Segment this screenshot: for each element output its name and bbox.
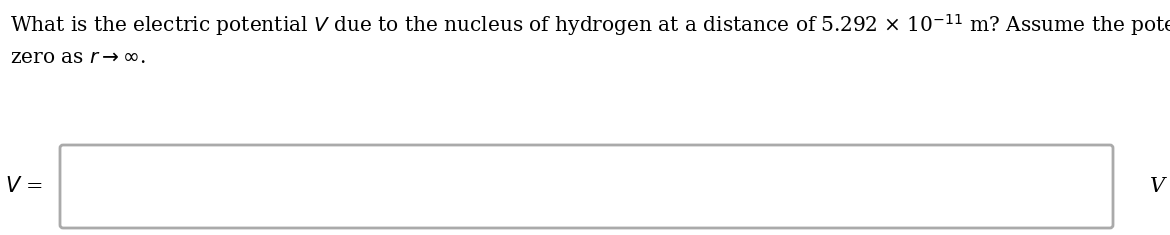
Text: zero as $r \rightarrow \infty$.: zero as $r \rightarrow \infty$. <box>11 48 145 67</box>
Text: V: V <box>1150 177 1165 196</box>
Text: $V$ =: $V$ = <box>5 176 43 196</box>
Text: What is the electric potential $V$ due to the nucleus of hydrogen at a distance : What is the electric potential $V$ due t… <box>11 12 1170 38</box>
FancyBboxPatch shape <box>60 145 1113 228</box>
